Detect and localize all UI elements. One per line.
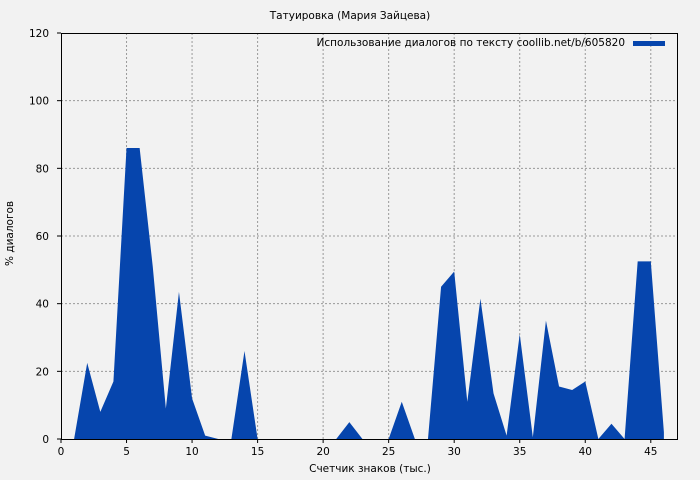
- x-axis-ticks: 0 5 10 15 20 25 30 35 40 45: [58, 439, 657, 458]
- svg-text:35: 35: [513, 446, 526, 458]
- svg-text:20: 20: [36, 366, 49, 378]
- y-axis-ticks: 0 20 40 60 80 100 120: [29, 28, 61, 446]
- svg-text:25: 25: [382, 446, 395, 458]
- plot-frame: [61, 33, 678, 440]
- svg-text:40: 40: [36, 299, 49, 311]
- series-area: [74, 148, 664, 440]
- svg-text:15: 15: [251, 446, 264, 458]
- svg-text:0: 0: [42, 434, 49, 446]
- legend-label: Использование диалогов по тексту coollib…: [316, 37, 625, 49]
- grid-lines: [61, 33, 677, 439]
- svg-text:20: 20: [316, 446, 329, 458]
- legend-swatch: [633, 40, 665, 46]
- svg-text:100: 100: [29, 96, 49, 108]
- svg-text:80: 80: [36, 163, 49, 175]
- svg-text:5: 5: [123, 446, 130, 458]
- svg-text:10: 10: [185, 446, 198, 458]
- svg-text:0: 0: [58, 446, 65, 458]
- svg-text:45: 45: [644, 446, 657, 458]
- x-axis-label: Счетчик знаков (тыс.): [309, 463, 431, 475]
- legend: Использование диалогов по тексту coollib…: [317, 37, 665, 49]
- svg-text:60: 60: [36, 231, 49, 243]
- chart-title: Татуировка (Мария Зайцева): [269, 10, 431, 22]
- svg-text:30: 30: [448, 446, 461, 458]
- svg-text:120: 120: [29, 28, 49, 40]
- svg-text:40: 40: [579, 446, 592, 458]
